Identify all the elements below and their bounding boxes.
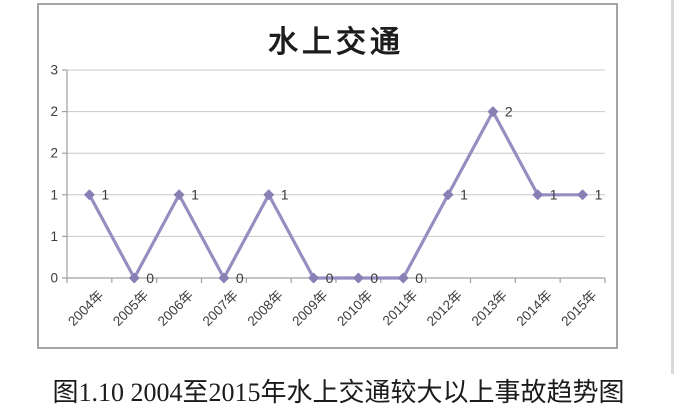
x-axis-label: 2013年: [469, 288, 510, 329]
data-point-marker: [532, 189, 544, 201]
data-point-marker: [397, 272, 409, 284]
y-axis-label: 1: [50, 187, 58, 202]
x-axis-label: 2004年: [65, 288, 106, 329]
data-point-marker: [173, 189, 185, 201]
data-label: 1: [550, 187, 558, 203]
data-label: 1: [595, 187, 603, 203]
y-axis-label: 1: [50, 229, 58, 244]
x-axis-label: 2015年: [558, 288, 599, 329]
x-axis-label: 2005年: [110, 288, 151, 329]
chart-container: 水上交通 0 1 1 2 2 3 2004年 2005年 2006年 2007年 2008年 2009…: [37, 3, 618, 349]
data-point-marker: [128, 272, 140, 284]
data-label: 1: [281, 187, 289, 203]
data-label: 0: [236, 270, 244, 286]
x-axis-label: 2014年: [513, 288, 554, 329]
data-label: 0: [415, 270, 423, 286]
data-point-marker: [442, 189, 454, 201]
y-axis-label: 2: [50, 104, 58, 119]
data-point-marker: [308, 272, 320, 284]
y-axis-label: 3: [50, 63, 58, 78]
x-axis-label: 2010年: [334, 288, 375, 329]
x-axis-label: 2009年: [289, 288, 330, 329]
figure-caption: 图1.10 2004至2015年水上交通较大以上事故趋势图: [52, 378, 625, 407]
x-axis-label: 2008年: [244, 288, 285, 329]
data-label: 1: [460, 187, 468, 203]
data-label: 0: [326, 270, 334, 286]
y-axis-label: 2: [50, 146, 58, 161]
data-point-marker: [352, 272, 364, 284]
x-axis-label: 2012年: [424, 288, 465, 329]
data-point-marker: [218, 272, 230, 284]
data-label: 0: [146, 270, 154, 286]
data-label: 2: [505, 103, 513, 119]
data-point-marker: [263, 189, 275, 201]
x-axis-label: 2007年: [200, 288, 241, 329]
x-axis-label: 2006年: [155, 288, 196, 329]
y-axis-label: 0: [50, 271, 58, 286]
data-point-marker: [487, 106, 499, 118]
data-label: 1: [101, 187, 109, 203]
data-point-marker: [83, 189, 95, 201]
data-point-marker: [577, 189, 589, 201]
data-label: 1: [191, 187, 199, 203]
x-axis-label: 2011年: [380, 288, 421, 329]
page-edge-artifact: [671, 0, 674, 374]
chart-title: 水上交通: [268, 26, 404, 59]
data-label: 0: [370, 270, 378, 286]
series-line: [87, 109, 585, 280]
